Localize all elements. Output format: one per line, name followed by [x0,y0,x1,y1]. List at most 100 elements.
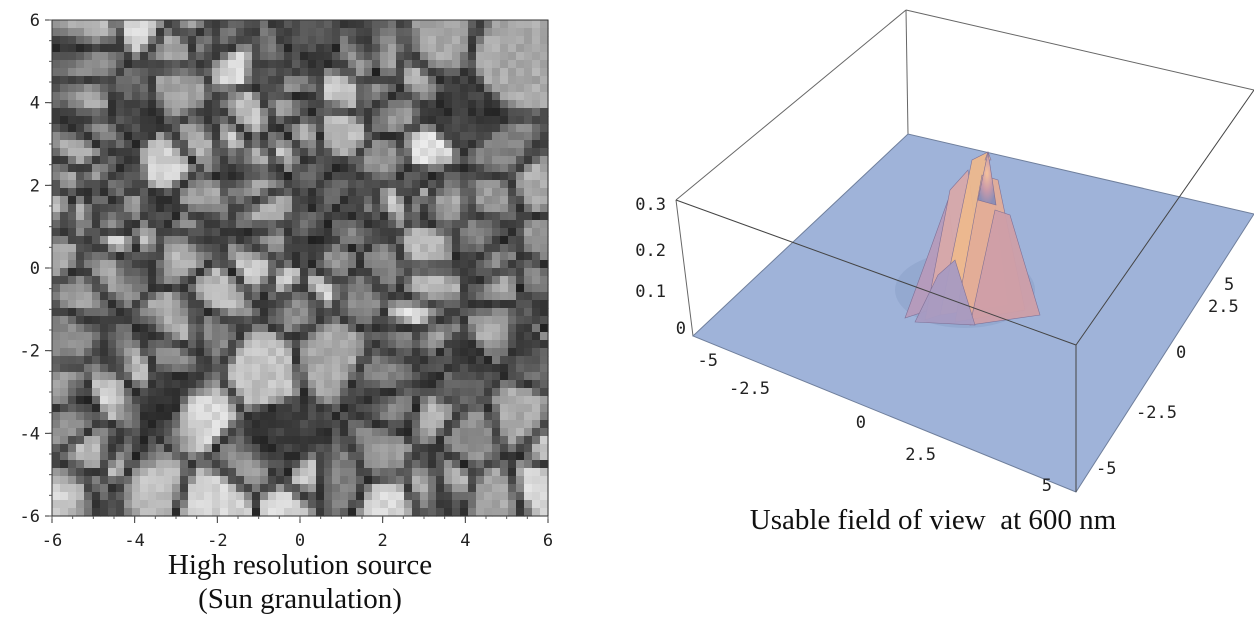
heatmap-cell [396,460,405,469]
heatmap-cell [252,316,261,325]
heatmap-cell [68,444,77,453]
surface-z-tick-label: 0 [676,319,686,339]
heatmap-cell [156,380,165,389]
heatmap-cell [364,196,373,205]
heatmap-cell [428,300,437,309]
heatmap-cell [388,332,397,341]
heatmap-cell [332,196,341,205]
heatmap-cell [364,132,373,141]
heatmap-cell [332,372,341,381]
heatmap-cell [84,244,93,253]
heatmap-cell [148,44,157,53]
heatmap-cell [324,212,333,221]
heatmap-cell [532,460,541,469]
heatmap-cell [236,340,245,349]
heatmap-cell [380,76,389,85]
heatmap-cell [532,356,541,365]
heatmap-cell [484,356,493,365]
heatmap-cell [308,380,317,389]
heatmap-cell [164,492,173,501]
heatmap-cell [140,324,149,333]
heatmap-cell [300,500,309,509]
heatmap-cell [292,364,301,373]
heatmap-cell [460,44,469,53]
heatmap-cell [164,284,173,293]
heatmap-cell [148,180,157,189]
heatmap-cell [284,372,293,381]
heatmap-cell [484,132,493,141]
heatmap-cell [52,412,61,421]
heatmap-cell [508,164,517,173]
heatmap-cell [140,156,149,165]
heatmap-cell [220,468,229,477]
heatmap-cell [212,396,221,405]
heatmap-cell [100,124,109,133]
heatmap-cell [140,260,149,269]
heatmap-cell [180,172,189,181]
heatmap-cell [292,108,301,117]
heatmap-cell [204,28,213,37]
heatmap-cell [428,324,437,333]
heatmap-cell [324,484,333,493]
heatmap-cell [420,500,429,509]
heatmap-cell [236,332,245,341]
heatmap-cell [540,164,549,173]
heatmap-cell [508,476,517,485]
heatmap-cell [468,68,477,77]
surface-z-tick-label: 0.2 [635,241,666,261]
heatmap-cell [532,484,541,493]
heatmap-cell [500,52,509,61]
heatmap-cell [324,364,333,373]
heatmap-cell [388,492,397,501]
heatmap-cell [436,476,445,485]
heatmap-cell [252,332,261,341]
heatmap-cell [316,308,325,317]
heatmap-cell [412,36,421,45]
heatmap-cell [332,220,341,229]
heatmap-cell [348,188,357,197]
heatmap-cell [444,20,453,29]
heatmap-cell [228,348,237,357]
heatmap-cell [188,236,197,245]
heatmap-cell [124,364,133,373]
heatmap-cell [172,460,181,469]
heatmap-cell [324,332,333,341]
heatmap-cell [524,20,533,29]
heatmap-cell [68,156,77,165]
heatmap-cell [52,436,61,445]
heatmap-cell [532,492,541,501]
heatmap-cell [60,68,69,77]
heatmap-cell [124,284,133,293]
heatmap-cell [236,204,245,213]
heatmap-cell [236,92,245,101]
heatmap-cell [404,252,413,261]
heatmap-cell [356,252,365,261]
heatmap-cell [476,372,485,381]
heatmap-cell [372,28,381,37]
heatmap-cell [324,276,333,285]
heatmap-cell [260,420,269,429]
heatmap-cell [420,332,429,341]
heatmap-cell [204,388,213,397]
heatmap-cell [396,140,405,149]
heatmap-cell [420,236,429,245]
heatmap-cell [388,252,397,261]
heatmap-cell [100,332,109,341]
heatmap-cell [436,20,445,29]
heatmap-cell [332,308,341,317]
heatmap-cell [284,132,293,141]
heatmap-cell [460,196,469,205]
heatmap-cell [332,332,341,341]
heatmap-cell [132,60,141,69]
heatmap-cell [52,108,61,117]
heatmap-cell [76,348,85,357]
heatmap-cell [220,484,229,493]
heatmap-cell [444,28,453,37]
heatmap-cell [148,340,157,349]
heatmap-cell [252,140,261,149]
heatmap-cell [76,148,85,157]
heatmap-cell [412,396,421,405]
heatmap-cell [188,100,197,109]
heatmap-cell [180,28,189,37]
